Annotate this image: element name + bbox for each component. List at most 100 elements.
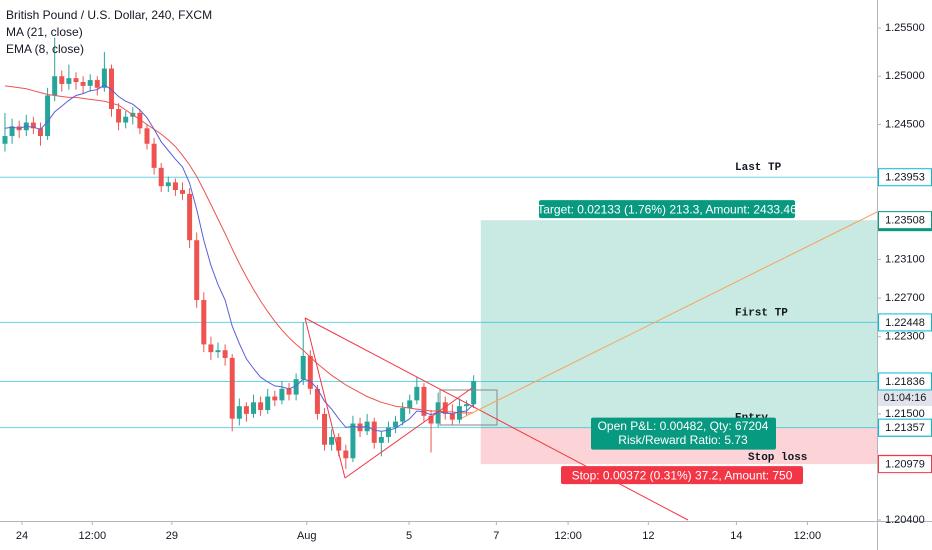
x-tick-label: 29	[166, 530, 178, 542]
trend-line	[461, 211, 878, 419]
candle-body	[222, 350, 228, 358]
x-tick-label: 12:00	[554, 530, 582, 542]
y-tick-label: 1.25500	[885, 22, 925, 34]
trend-line	[304, 317, 689, 521]
trend-line	[344, 387, 473, 479]
candle-body	[229, 357, 235, 419]
chart-title: British Pound / U.S. Dollar, 240, FXCM	[6, 8, 212, 22]
candle-body	[293, 379, 299, 395]
candle-body	[314, 388, 320, 414]
target-label-box	[539, 200, 795, 219]
candle-body	[322, 413, 328, 445]
candle-body	[194, 240, 200, 301]
x-tick-label: 5	[406, 530, 412, 542]
price-badge-label: 1.23953	[885, 172, 925, 184]
level-label: Stop loss	[748, 452, 807, 464]
candle-body	[371, 421, 377, 443]
x-tick-label: 14	[730, 530, 742, 542]
x-tick-label: Aug	[297, 530, 317, 542]
candle-body	[286, 388, 292, 395]
candle-body	[329, 437, 335, 445]
legend-entry: EMA (8, close)	[6, 42, 84, 56]
candle-body	[258, 402, 264, 411]
candle-body	[151, 143, 157, 168]
y-tick-label: 1.20400	[885, 514, 925, 526]
candle-body	[350, 423, 356, 459]
candle-body	[52, 76, 58, 96]
x-tick-label: 12:00	[794, 530, 822, 542]
target-label: Target: 0.02133 (1.76%) 213.3, Amount: 2…	[537, 202, 797, 216]
candle-body	[464, 404, 470, 407]
candle-body	[87, 80, 93, 86]
x-tick-label: 12	[642, 530, 654, 542]
candle-body	[59, 76, 65, 84]
candle-body	[265, 396, 271, 411]
level-label: First TP	[735, 307, 788, 319]
candle-body	[116, 109, 122, 123]
candle-body	[101, 68, 107, 88]
candle-body	[393, 421, 399, 428]
trend-line	[304, 317, 346, 479]
candle-body	[165, 182, 171, 187]
candle-body	[158, 167, 164, 187]
price-badge-label: 1.22448	[885, 317, 925, 329]
candle-body	[343, 450, 349, 459]
candle-body	[336, 437, 342, 451]
candle-body	[144, 128, 150, 144]
price-badge-label: 1.20979	[885, 459, 925, 471]
candle-body	[307, 355, 313, 389]
candle-body	[449, 413, 455, 420]
countdown-badge	[878, 389, 932, 406]
candle-body	[243, 406, 249, 414]
candle-body	[37, 128, 43, 137]
x-tick-label: 7	[493, 530, 499, 542]
x-tick-label: 12:00	[79, 530, 107, 542]
candle-body	[94, 80, 100, 88]
price-badge-label: 1.21836	[885, 376, 925, 388]
y-tick-label: 1.22700	[885, 292, 925, 304]
candle-body	[137, 112, 143, 129]
rr-label: Risk/Reward Ratio: 5.73	[618, 433, 748, 447]
target-zone	[480, 220, 877, 428]
y-tick-label: 1.23100	[885, 253, 925, 265]
pnl-box	[591, 417, 776, 450]
indicator-line	[4, 84, 475, 432]
y-tick-label: 1.22300	[885, 331, 925, 343]
countdown: 01:04:16	[884, 392, 927, 404]
candle-body	[279, 388, 285, 401]
candle-body	[30, 122, 36, 129]
price-badge-label: 1.23508	[885, 215, 925, 227]
y-tick-label: 1.25000	[885, 70, 925, 82]
stop-label-box	[561, 466, 803, 485]
legend-entry: MA (21, close)	[6, 25, 83, 39]
candle-body	[471, 381, 477, 405]
candle-body	[442, 402, 448, 414]
candle-body	[385, 427, 391, 438]
candle-body	[407, 400, 413, 409]
candle-body	[180, 190, 186, 194]
y-tick-label: 1.21500	[885, 408, 925, 420]
price-badge-label: 1.21357	[885, 422, 925, 434]
candle-body	[378, 437, 384, 443]
candle-body	[45, 95, 51, 137]
pnl-label: Open P&L: 0.00482, Qty: 67204	[598, 419, 769, 433]
candle-body	[208, 344, 214, 353]
candle-body	[80, 82, 86, 86]
candle-body	[251, 402, 257, 414]
candle-body	[9, 126, 15, 137]
candle-body	[300, 355, 306, 380]
candle-body	[414, 386, 420, 401]
candle-body	[108, 68, 114, 110]
candle-body	[73, 78, 79, 83]
candle-body	[421, 386, 427, 416]
x-tick-label: 24	[16, 530, 28, 542]
price-axis: 1.25500 1.25000 1.24500 1.23100 1.22700 1.223…	[877, 22, 925, 526]
candle-body	[66, 78, 72, 84]
candle-body	[201, 300, 207, 345]
candle-body	[123, 116, 129, 123]
y-tick-label: 1.24500	[885, 118, 925, 130]
candle-body	[215, 350, 221, 353]
